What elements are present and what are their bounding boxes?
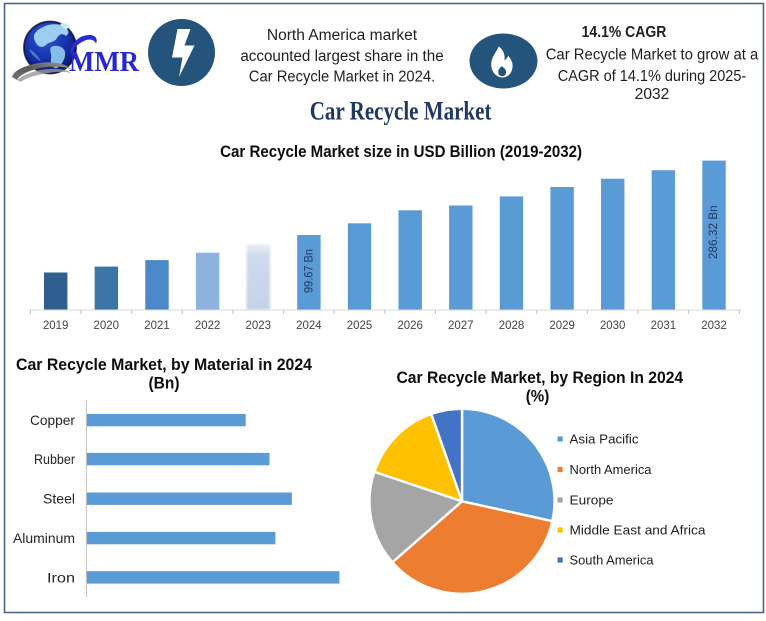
svg-text:99.67 Bn: 99.67 Bn (304, 249, 316, 293)
svg-text:accounted largest share in the: accounted largest share in the (240, 48, 443, 65)
svg-text:Steel: Steel (43, 491, 75, 507)
svg-text:2022: 2022 (195, 320, 221, 332)
svg-text:(%): (%) (526, 387, 550, 406)
svg-text:2025: 2025 (347, 320, 373, 332)
svg-text:Middle East and Africa: Middle East and Africa (570, 523, 707, 538)
svg-text:2031: 2031 (651, 320, 677, 332)
svg-text:14.1% CAGR: 14.1% CAGR (582, 24, 667, 41)
svg-text:(Bn): (Bn) (149, 373, 180, 392)
svg-text:Car Recycle Market size in USD: Car Recycle Market size in USD Billion (… (220, 142, 582, 161)
svg-text:2029: 2029 (549, 320, 575, 332)
svg-text:Car Recycle Market to grow at: Car Recycle Market to grow at a (546, 47, 759, 64)
svg-text:Europe: Europe (570, 493, 614, 508)
svg-text:2023: 2023 (246, 320, 272, 332)
svg-text:2021: 2021 (144, 320, 170, 332)
svg-text:2030: 2030 (600, 320, 626, 332)
svg-text:Car Recycle Market, by Materia: Car Recycle Market, by Material in 2024 (16, 355, 313, 374)
svg-text:Iron: Iron (47, 569, 75, 585)
svg-text:2032: 2032 (635, 86, 670, 103)
svg-text:MMR: MMR (69, 47, 140, 78)
svg-text:North America market: North America market (267, 27, 418, 44)
svg-text:Car Recycle Market in 2024.: Car Recycle Market in 2024. (249, 69, 435, 86)
svg-text:Rubber: Rubber (34, 451, 75, 467)
svg-text:2027: 2027 (448, 320, 474, 332)
svg-text:2026: 2026 (397, 320, 423, 332)
svg-text:2019: 2019 (43, 320, 69, 332)
svg-text:Copper: Copper (30, 412, 75, 428)
svg-text:Car Recycle Market, by Region: Car Recycle Market, by Region In 2024 (396, 368, 683, 387)
svg-text:Asia Pacific: Asia Pacific (570, 432, 639, 447)
svg-text:Car Recycle Market: Car Recycle Market (310, 97, 492, 126)
svg-text:2032: 2032 (701, 320, 727, 332)
svg-text:2024: 2024 (296, 320, 322, 332)
svg-text:2020: 2020 (94, 320, 120, 332)
svg-text:Aluminum: Aluminum (13, 530, 75, 546)
svg-text:CAGR of 14.1% during 2025-: CAGR of 14.1% during 2025- (558, 68, 747, 85)
svg-text:286.32 Bn: 286.32 Bn (708, 205, 720, 259)
svg-text:North America: North America (570, 462, 653, 477)
svg-text:South America: South America (570, 553, 655, 568)
svg-text:2028: 2028 (499, 320, 525, 332)
